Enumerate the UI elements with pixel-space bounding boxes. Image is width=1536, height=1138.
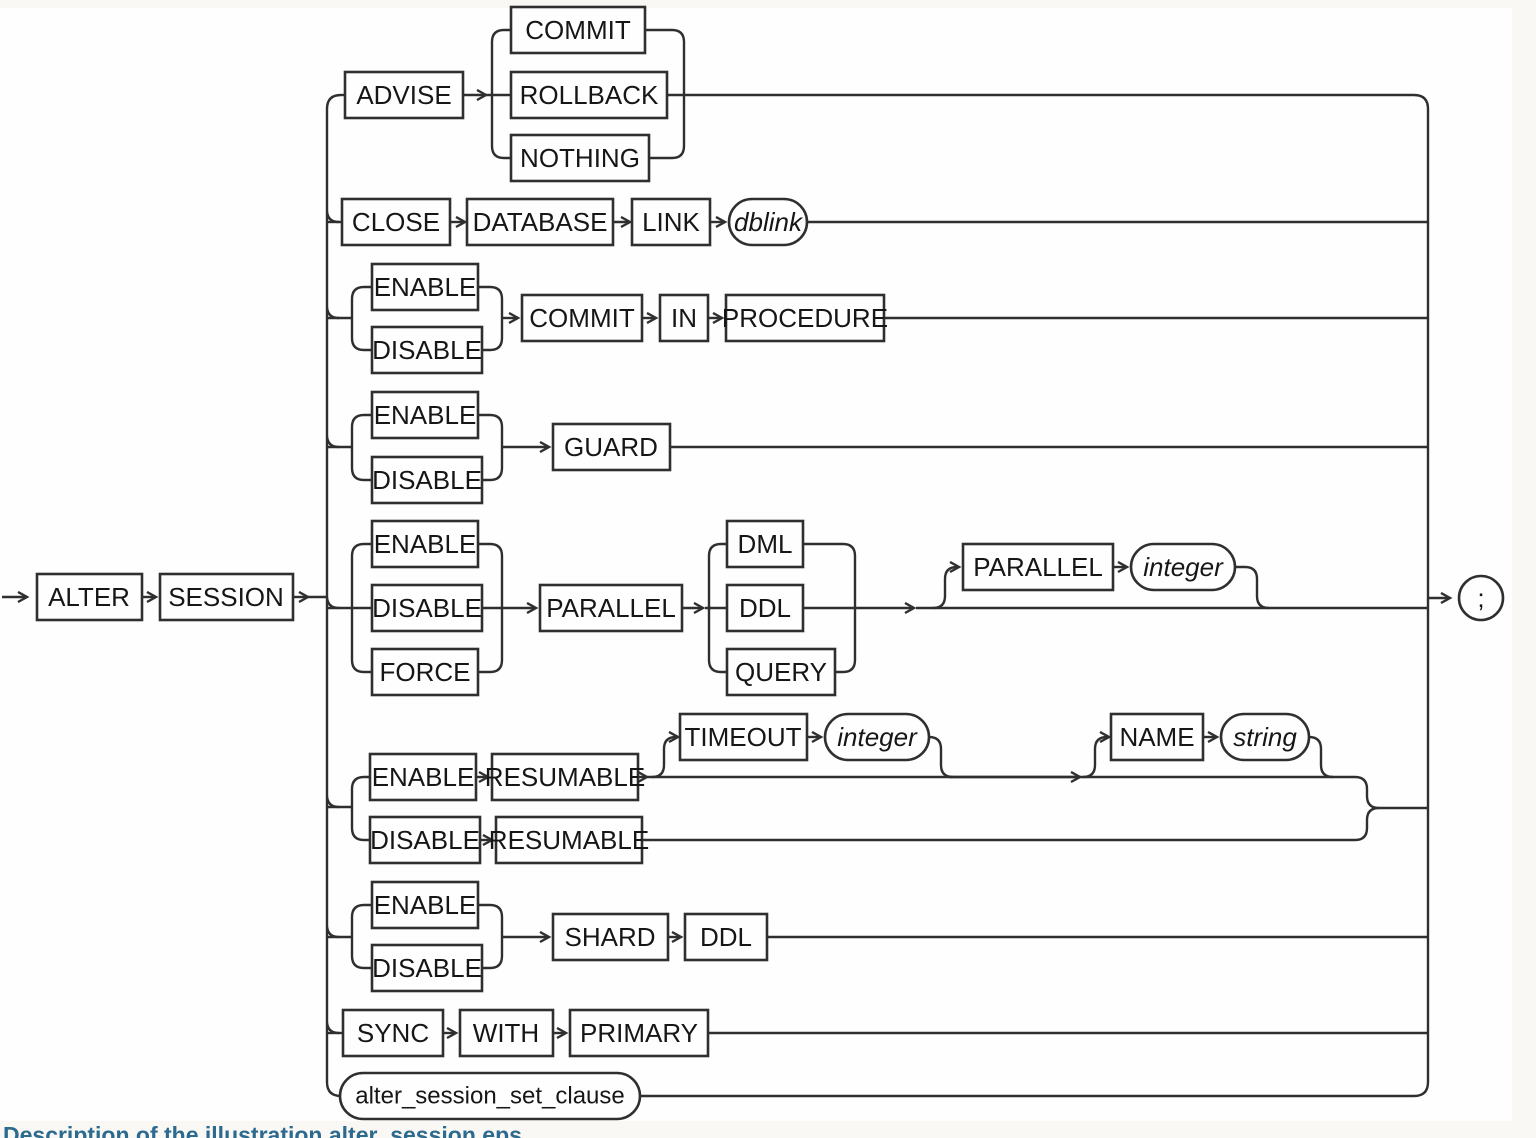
procedure-label: PROCEDURE (722, 303, 888, 333)
close-label: CLOSE (352, 207, 440, 237)
primary-label: PRIMARY (580, 1018, 698, 1048)
parallel2-label: PARALLEL (973, 552, 1103, 582)
keyword-box-disable-commit (370, 325, 484, 375)
ddl2-label: DDL (700, 922, 752, 952)
terminator-label: ; (1477, 583, 1484, 613)
branch-commit-in-procedure: ENABLE DISABLE COMMIT IN PROCEDURE (327, 262, 1428, 375)
with-label: WITH (473, 1018, 539, 1048)
name-label: NAME (1119, 722, 1194, 752)
keyword-box-alter (35, 572, 144, 622)
link-label: LINK (642, 207, 700, 237)
keyword-box-enable-parallel (370, 519, 480, 569)
enable-resumable-label: ENABLE (372, 762, 475, 792)
sync-label: SYNC (357, 1018, 429, 1048)
nothing-label: NOTHING (520, 143, 640, 173)
in-label: IN (671, 303, 697, 333)
keyword-box-session (158, 572, 295, 622)
keyword-box-database (465, 197, 615, 247)
dml-label: DML (738, 529, 793, 559)
branch-vertical-left (325, 93, 342, 1098)
enable-guard-label: ENABLE (374, 400, 477, 430)
commit-advise-label: COMMIT (525, 15, 631, 45)
disable-parallel-label: DISABLE (372, 593, 482, 623)
illustration-description-link[interactable]: Description of the illustration alter_se… (3, 1122, 703, 1138)
commit2-label: COMMIT (529, 303, 635, 333)
force-label: FORCE (380, 657, 471, 687)
enable-shard-label: ENABLE (374, 890, 477, 920)
ddl1-label: DDL (739, 593, 791, 623)
keyword-box-rollback (509, 70, 669, 120)
illustration-description-text: Description of the illustration alter_se… (3, 1122, 522, 1138)
keyword-box-close (340, 197, 452, 247)
keyword-box-name (1109, 712, 1205, 762)
branch-parallel: ENABLE DISABLE FORCE PARALLEL DML DDL QU… (327, 519, 1428, 697)
keyword-box-guard (551, 422, 672, 472)
dblink-label: dblink (734, 207, 804, 237)
disable-shard-label: DISABLE (372, 953, 482, 983)
keyword-box-disable-guard (370, 455, 484, 505)
database-label: DATABASE (473, 207, 608, 237)
keyword-box-ddl1 (725, 583, 805, 633)
timeout-label: TIMEOUT (685, 722, 802, 752)
branch-set-clause: alter_session_set_clause (338, 1071, 1414, 1121)
disable-commit-label: DISABLE (372, 335, 482, 365)
advise-label: ADVISE (356, 80, 451, 110)
keyword-box-commit-advise (509, 5, 647, 55)
alter-label: ALTER (48, 582, 130, 612)
keyword-box-disable-shard (370, 943, 484, 993)
enable-parallel-label: ENABLE (374, 529, 477, 559)
string-label: string (1233, 722, 1297, 752)
entry-path: ALTER SESSION (2, 572, 327, 622)
keyword-box-dml (725, 519, 805, 569)
guard-label: GUARD (564, 432, 658, 462)
keyword-box-resumable2 (494, 815, 644, 865)
branch-guard: ENABLE DISABLE GUARD (327, 390, 1428, 505)
keyword-box-nothing (509, 133, 651, 183)
disable-guard-label: DISABLE (372, 465, 482, 495)
keyword-box-parallel2 (961, 542, 1115, 592)
enable-commit-label: ENABLE (374, 272, 477, 302)
keyword-box-link (630, 197, 712, 247)
branch-sync-with-primary: SYNC WITH PRIMARY (327, 1008, 1428, 1058)
query-label: QUERY (735, 657, 827, 687)
branch-advise: ADVISE COMMIT ROLLBACK NOTHING (341, 5, 1414, 183)
keyword-box-primary (568, 1008, 710, 1058)
branch-resumable: ENABLE RESUMABLE TIMEOUT integer NAME st… (327, 712, 1428, 865)
branch-vertical-right: ; (1413, 93, 1505, 1098)
set-clause-label: alter_session_set_clause (355, 1083, 625, 1110)
disable-resumable-label: DISABLE (370, 825, 480, 855)
keyword-box-enable-shard (370, 880, 480, 930)
integer1-label: integer (1143, 552, 1224, 582)
keyword-box-in (658, 293, 710, 343)
resumable1-label: RESUMABLE (485, 762, 645, 792)
session-label: SESSION (168, 582, 284, 612)
branch-shard-ddl: ENABLE DISABLE SHARD DDL (327, 880, 1428, 993)
keyword-box-enable-commit (370, 262, 480, 312)
integer2-label: integer (837, 722, 918, 752)
keyword-box-enable-resumable (368, 752, 478, 802)
rollback-label: ROLLBACK (520, 80, 659, 110)
terminator-circle (1457, 574, 1505, 622)
shard-label: SHARD (564, 922, 655, 952)
parallel1-label: PARALLEL (546, 593, 676, 623)
branch-close-database-link: CLOSE DATABASE LINK dblink (327, 197, 1428, 247)
resumable2-label: RESUMABLE (489, 825, 649, 855)
keyword-box-ddl2 (683, 912, 769, 962)
keyword-box-resumable1 (490, 752, 640, 802)
